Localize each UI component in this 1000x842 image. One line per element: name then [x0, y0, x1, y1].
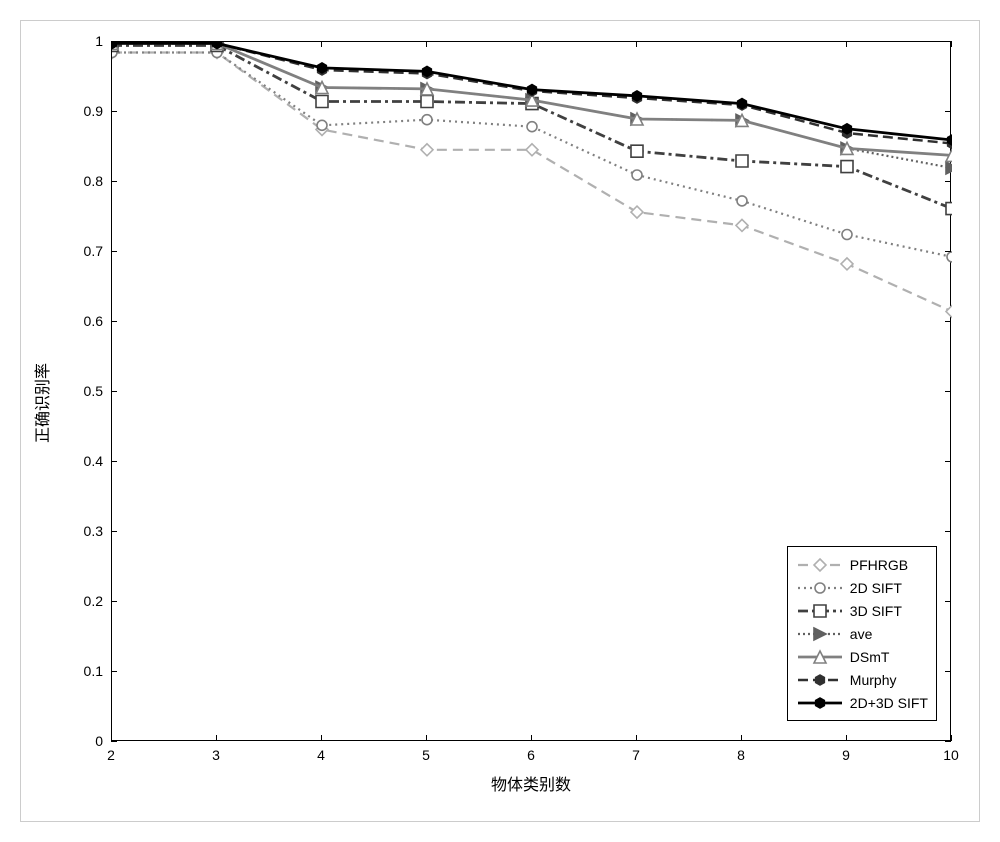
y-tick-label: 0.3: [63, 523, 103, 539]
legend-item: 3D SIFT: [796, 599, 928, 622]
legend-item: DSmT: [796, 645, 928, 668]
y-tick-label: 0.1: [63, 663, 103, 679]
y-tick-label: 0.4: [63, 453, 103, 469]
x-tick-label: 4: [306, 747, 336, 763]
y-tick-label: 0.9: [63, 103, 103, 119]
y-tick-label: 0.6: [63, 313, 103, 329]
y-tick-label: 1: [63, 33, 103, 49]
legend-item: 2D+3D SIFT: [796, 691, 928, 714]
y-axis-label: 正确识别率: [29, 343, 53, 463]
legend-label: DSmT: [850, 649, 890, 665]
x-tick-label: 5: [411, 747, 441, 763]
x-tick-label: 3: [201, 747, 231, 763]
y-tick-label: 0.5: [63, 383, 103, 399]
legend-item: Murphy: [796, 668, 928, 691]
legend-label: Murphy: [850, 672, 897, 688]
chart-container: 正确识别率 物体类别数 00.10.20.30.40.50.60.70.80.9…: [20, 20, 980, 822]
x-tick-label: 7: [621, 747, 651, 763]
x-tick-label: 10: [936, 747, 966, 763]
x-axis-label: 物体类别数: [111, 771, 951, 795]
legend-item: ave: [796, 622, 928, 645]
y-tick-label: 0.2: [63, 593, 103, 609]
legend-item: 2D SIFT: [796, 576, 928, 599]
legend-label: 2D SIFT: [850, 580, 902, 596]
legend-item: PFHRGB: [796, 553, 928, 576]
x-tick-label: 2: [96, 747, 126, 763]
legend-label: ave: [850, 626, 873, 642]
x-tick-label: 9: [831, 747, 861, 763]
legend-label: PFHRGB: [850, 557, 908, 573]
y-tick-label: 0.8: [63, 173, 103, 189]
legend-label: 3D SIFT: [850, 603, 902, 619]
legend-label: 2D+3D SIFT: [850, 695, 928, 711]
x-tick-label: 6: [516, 747, 546, 763]
y-tick-label: 0.7: [63, 243, 103, 259]
x-tick-label: 8: [726, 747, 756, 763]
legend: PFHRGB 2D SIFT 3D SIFT ave DSmT Murphy 2D+3D S…: [787, 546, 937, 721]
